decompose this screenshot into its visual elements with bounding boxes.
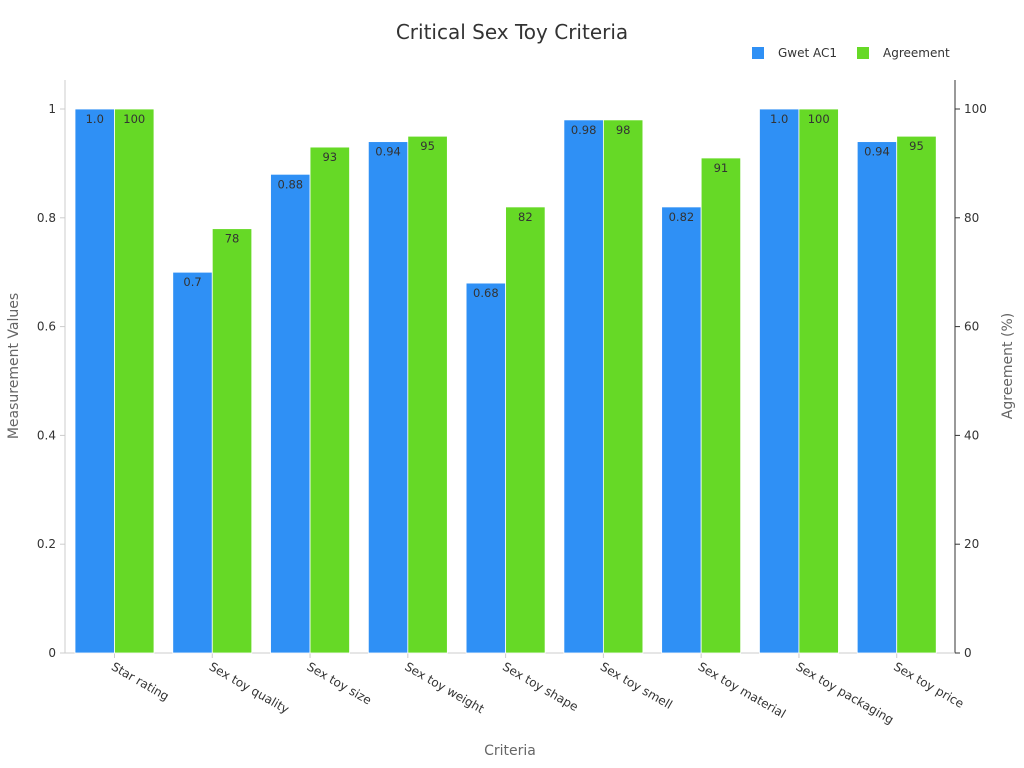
bar-gwet-ac1 (74, 108, 115, 654)
chart-title: Critical Sex Toy Criteria (395, 20, 629, 44)
data-label: 91 (714, 161, 729, 175)
data-label: 78 (225, 232, 240, 246)
data-label: 95 (420, 139, 435, 153)
legend-label-series-2: Agreement (883, 46, 950, 60)
data-label: 0.98 (571, 123, 597, 137)
y-tick-label: 1 (48, 102, 56, 116)
bar-agreement (602, 119, 644, 654)
legend-swatch-series-1 (752, 47, 764, 59)
bar-gwet-ac1 (465, 282, 507, 654)
y2-tick-label: 60 (964, 320, 979, 334)
y2-tick-label: 20 (964, 537, 979, 551)
x-tick-label: Sex toy shape (500, 659, 581, 714)
data-label: 82 (518, 210, 533, 224)
data-label: 98 (616, 123, 631, 137)
y-tick-label: 0.4 (37, 428, 56, 442)
data-label: 1.0 (770, 112, 788, 126)
x-tick-label: Sex toy quality (207, 659, 292, 716)
data-label: 1.0 (86, 112, 104, 126)
data-label: 0.7 (183, 275, 201, 289)
y-tick-label: 0.2 (37, 537, 56, 551)
bar-agreement (896, 135, 937, 654)
bar-gwet-ac1 (856, 141, 898, 654)
y-axis-title: Measurement Values (6, 293, 22, 439)
y2-axis-title: Agreement (%) (1000, 313, 1016, 419)
bar-agreement (309, 146, 350, 654)
x-tick-label: Sex toy weight (402, 659, 486, 716)
x-axis-title: Criteria (484, 743, 536, 759)
x-tick-label: Sex toy smell (598, 659, 675, 711)
bar-gwet-ac1 (172, 271, 213, 654)
bar-agreement (798, 108, 839, 654)
legend-item-series-1: Gwet AC1 (752, 46, 837, 60)
y-tick-label: 0.6 (37, 320, 56, 334)
data-label: 100 (123, 112, 145, 126)
y2-tick-label: 0 (964, 646, 972, 660)
y2-tick-label: 40 (964, 428, 979, 442)
bar-agreement (505, 206, 546, 654)
y-tick-label: 0 (48, 646, 56, 660)
legend-swatch-series-2 (857, 47, 870, 59)
bar-gwet-ac1 (563, 119, 604, 654)
bar-gwet-ac1 (661, 206, 702, 654)
bar-gwet-ac1 (759, 108, 800, 654)
bar-gwet-ac1 (270, 173, 311, 654)
x-tick-label: Sex toy price (891, 659, 966, 710)
bar-agreement (211, 228, 253, 654)
bar-agreement (407, 135, 448, 654)
data-label: 0.82 (669, 210, 695, 224)
data-label: 0.94 (864, 145, 890, 159)
y2-tick-label: 80 (964, 211, 979, 225)
y2-tick-label: 100 (964, 102, 987, 116)
bar-gwet-ac1 (367, 141, 409, 654)
legend-label-series-1: Gwet AC1 (778, 46, 838, 60)
x-tick-label: Star rating (109, 659, 171, 703)
data-label: 95 (909, 139, 924, 153)
x-tick-label: Sex toy packaging (793, 659, 896, 726)
bar-agreement (114, 108, 155, 654)
data-label: 100 (808, 112, 830, 126)
y-tick-label: 0.8 (37, 211, 56, 225)
data-label: 0.68 (473, 286, 499, 300)
x-tick-label: Sex toy size (305, 659, 374, 707)
data-label: 0.94 (375, 145, 401, 159)
x-tick-label: Sex toy material (696, 659, 789, 721)
chart-legend: Gwet AC1 Agreement (752, 46, 970, 60)
legend-item-series-2: Agreement (857, 46, 950, 60)
data-label: 0.88 (278, 177, 304, 191)
data-label: 93 (322, 150, 337, 164)
bar-agreement (700, 157, 742, 654)
